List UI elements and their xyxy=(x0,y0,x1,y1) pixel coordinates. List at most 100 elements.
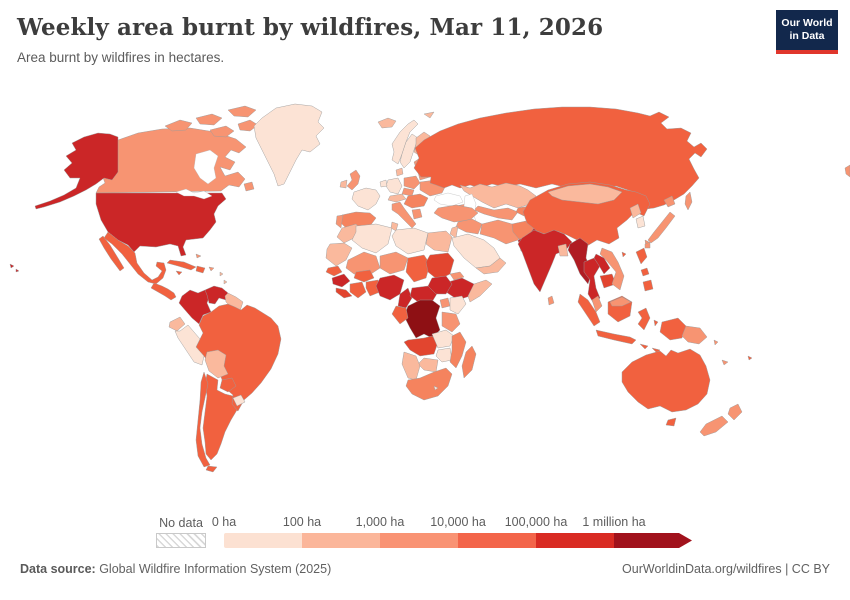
region-new-caledonia[interactable] xyxy=(721,359,729,366)
legend-segment[interactable] xyxy=(302,533,380,548)
country-argentina[interactable] xyxy=(202,373,238,461)
country-south-sudan[interactable] xyxy=(427,275,453,295)
region-sumatra[interactable] xyxy=(577,293,601,327)
country-united-kingdom[interactable] xyxy=(346,169,361,191)
region-sierra-leone-liberia[interactable] xyxy=(335,287,353,299)
country-new-zealand-south[interactable] xyxy=(699,415,729,437)
region-hainan[interactable] xyxy=(621,251,627,258)
country-venezuela[interactable] xyxy=(204,285,229,305)
country-egypt[interactable] xyxy=(425,230,453,253)
region-moluccas[interactable] xyxy=(653,319,659,327)
region-lesser-sunda[interactable] xyxy=(639,343,649,350)
country-japan-hokkaido[interactable] xyxy=(663,195,676,208)
country-canada-island[interactable] xyxy=(164,119,193,132)
country-italy[interactable] xyxy=(391,201,417,229)
country-niger[interactable] xyxy=(379,251,409,275)
country-ivory-coast[interactable] xyxy=(349,281,367,299)
country-peru[interactable] xyxy=(174,324,205,366)
country-libya[interactable] xyxy=(391,227,429,255)
region-ghana-togo-benin[interactable] xyxy=(365,279,381,297)
country-denmark[interactable] xyxy=(395,167,404,177)
country-hispaniola[interactable] xyxy=(195,265,206,274)
country-australia[interactable] xyxy=(621,348,711,413)
country-bangladesh[interactable] xyxy=(557,243,569,257)
country-bahamas[interactable] xyxy=(195,253,202,259)
country-norway[interactable] xyxy=(391,119,419,165)
legend-segment[interactable] xyxy=(536,533,614,548)
country-lesotho[interactable] xyxy=(433,385,439,391)
country-uruguay[interactable] xyxy=(232,394,246,407)
region-central-america[interactable] xyxy=(150,282,177,301)
country-senegal[interactable] xyxy=(325,265,343,277)
footer-attribution-link[interactable]: OurWorldinData.org/wildfires | CC BY xyxy=(622,562,830,576)
country-mongolia[interactable] xyxy=(547,183,623,205)
region-svalbard[interactable] xyxy=(423,111,435,119)
country-somalia[interactable] xyxy=(467,279,493,303)
country-japan-kyushu[interactable] xyxy=(644,241,651,249)
country-paraguay[interactable] xyxy=(219,377,237,393)
country-ecuador[interactable] xyxy=(168,316,186,332)
region-tasmania[interactable] xyxy=(665,417,677,427)
country-mexico[interactable] xyxy=(103,231,167,285)
country-malaysia-peninsula[interactable] xyxy=(591,295,603,313)
country-tanzania[interactable] xyxy=(441,311,461,333)
region-alpine[interactable] xyxy=(387,193,407,203)
country-germany[interactable] xyxy=(385,177,403,195)
country-usa-hawaii[interactable] xyxy=(15,268,20,273)
region-sakhalin[interactable] xyxy=(684,191,693,211)
country-canada[interactable] xyxy=(95,127,247,194)
country-fiji[interactable] xyxy=(747,355,753,361)
country-puerto-rico[interactable] xyxy=(208,266,215,272)
region-yemen-oman[interactable] xyxy=(475,257,507,275)
country-canada-newfoundland[interactable] xyxy=(243,181,255,192)
region-balkans[interactable] xyxy=(403,193,429,209)
country-greece[interactable] xyxy=(411,208,423,220)
country-sudan[interactable] xyxy=(425,252,455,281)
region-tierra-del-fuego[interactable] xyxy=(205,465,218,473)
country-burkina-faso[interactable] xyxy=(353,269,375,283)
region-lesser-antilles[interactable] xyxy=(223,279,228,285)
country-tunisia[interactable] xyxy=(390,221,399,232)
country-vietnam[interactable] xyxy=(599,247,625,291)
country-mozambique[interactable] xyxy=(449,331,467,369)
legend-segment-arrow[interactable] xyxy=(614,533,692,548)
country-madagascar[interactable] xyxy=(461,345,477,379)
country-cuba[interactable] xyxy=(166,259,197,271)
country-portugal[interactable] xyxy=(335,214,344,229)
legend-color-bar[interactable] xyxy=(224,533,692,548)
region-central-europe[interactable] xyxy=(401,187,415,197)
country-sweden[interactable] xyxy=(399,133,419,169)
country-chile[interactable] xyxy=(195,371,211,468)
country-philippines-visayas[interactable] xyxy=(640,267,650,277)
region-central-asia[interactable] xyxy=(473,205,519,221)
country-greenland[interactable] xyxy=(253,103,325,187)
country-france[interactable] xyxy=(351,187,381,211)
country-north-korea[interactable] xyxy=(629,203,642,219)
country-mali[interactable] xyxy=(345,251,381,277)
country-kenya[interactable] xyxy=(449,295,467,315)
country-chad[interactable] xyxy=(405,254,431,283)
country-zimbabwe[interactable] xyxy=(435,347,453,363)
region-mauritania[interactable] xyxy=(325,242,353,267)
region-sulawesi[interactable] xyxy=(637,307,651,331)
country-philippines-luzon[interactable] xyxy=(635,247,648,265)
country-poland[interactable] xyxy=(403,175,421,190)
country-mexico-baja[interactable] xyxy=(98,235,125,272)
region-borneo-malaysia[interactable] xyxy=(609,296,632,307)
country-canada-island[interactable] xyxy=(209,125,235,138)
country-papua-new-guinea[interactable] xyxy=(681,325,708,345)
country-south-africa[interactable] xyxy=(405,367,453,401)
country-drc[interactable] xyxy=(403,299,441,339)
country-new-zealand-north[interactable] xyxy=(727,403,743,421)
legend-segment[interactable] xyxy=(458,533,536,548)
country-sri-lanka[interactable] xyxy=(547,295,555,306)
country-canada-island[interactable] xyxy=(227,105,257,118)
country-canada-island[interactable] xyxy=(195,113,223,126)
country-botswana[interactable] xyxy=(417,357,439,373)
country-cameroon[interactable] xyxy=(397,287,413,309)
country-usa-alaska[interactable] xyxy=(34,132,119,210)
country-canada-island[interactable] xyxy=(237,119,259,132)
legend-segment[interactable] xyxy=(224,533,302,548)
country-guinea[interactable] xyxy=(331,273,351,288)
region-solomon-islands[interactable] xyxy=(713,339,719,346)
